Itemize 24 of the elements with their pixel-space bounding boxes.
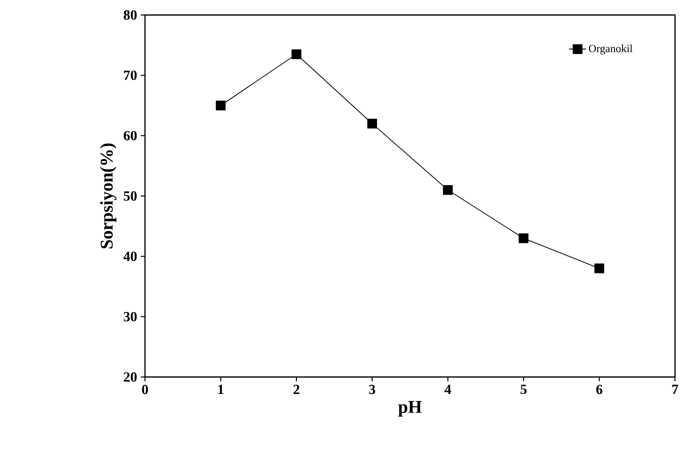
y-tick-label: 30: [124, 312, 137, 322]
y-axis-title: Sorpsiyon(%): [100, 143, 116, 248]
x-tick-label: 4: [444, 384, 452, 394]
x-tick-label: 5: [520, 384, 527, 394]
x-tick-label: 7: [672, 384, 678, 394]
x-tick-label: 0: [142, 384, 148, 394]
y-tick-label: 80: [124, 10, 137, 20]
y-tick-label: 50: [124, 191, 137, 201]
x-tick-label: 1: [218, 384, 224, 394]
point: [518, 233, 528, 244]
y-tick-label: 70: [124, 70, 137, 80]
legend-label: Organokil: [588, 44, 633, 54]
point: [442, 185, 453, 195]
x-tick-label: 3: [369, 384, 376, 394]
y-tick-label: 40: [123, 252, 137, 262]
point: [292, 49, 302, 60]
y-tick-label: 20: [124, 372, 137, 382]
point: [367, 118, 378, 128]
point: [216, 100, 226, 110]
x-tick-label: 6: [596, 384, 602, 394]
x-axis-title: pH: [398, 401, 422, 417]
y-tick-label: 60: [124, 130, 137, 140]
x-tick-label: 2: [294, 384, 300, 394]
point: [594, 264, 604, 274]
